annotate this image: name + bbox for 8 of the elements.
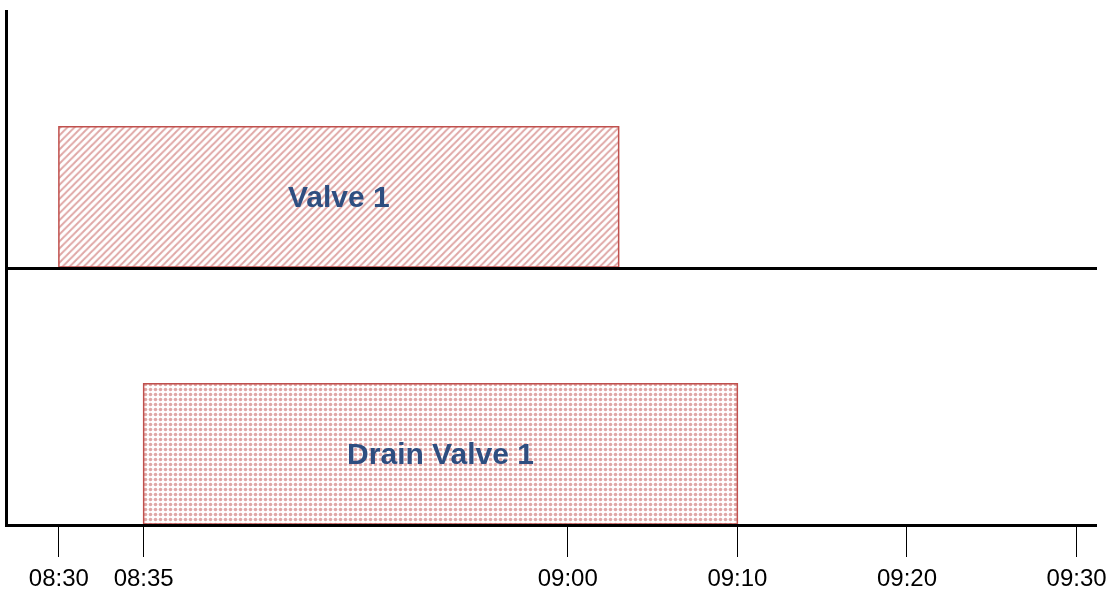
x-tick-label: 09:20 [876,563,938,591]
x-tick-label: 08:30 [28,563,89,591]
data-label: Drain Valve 1 [347,437,534,471]
data-label: Valve 1 [287,180,390,214]
x-tick-label: 09:10 [707,563,768,591]
x-tick-label: 09:30 [1046,563,1107,591]
x-tick-label: 08:35 [113,563,174,591]
x-tick-label: 09:00 [537,563,598,591]
